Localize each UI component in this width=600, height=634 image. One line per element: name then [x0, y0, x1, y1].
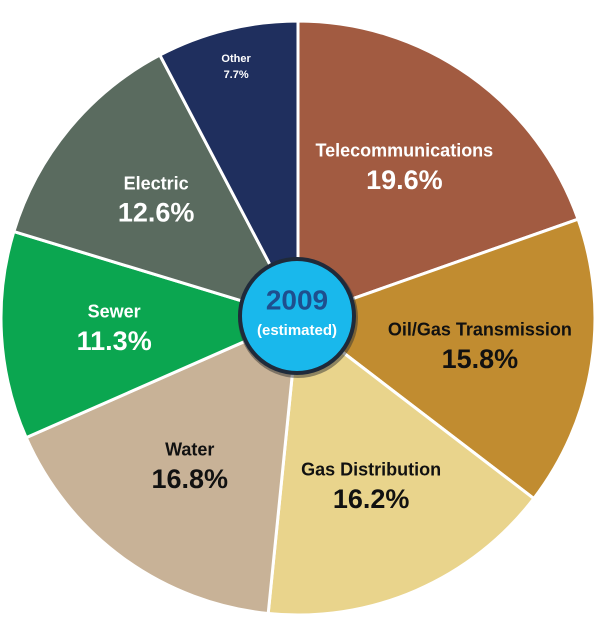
- slice: [24, 315, 300, 616]
- slice-value: 7.7%: [224, 69, 249, 81]
- slice-value: 11.3%: [77, 326, 152, 356]
- slice: [157, 19, 300, 319]
- slice: [0, 229, 303, 440]
- slice-name: Other: [221, 53, 251, 65]
- slice: [11, 53, 301, 321]
- slice-value: 12.6%: [118, 198, 195, 228]
- slice: [294, 217, 597, 501]
- slice-name: Telecommunications: [315, 140, 493, 160]
- slice-name: Oil/Gas Transmission: [388, 320, 572, 340]
- slice-name: Electric: [124, 173, 189, 193]
- slice-value: 19.6%: [366, 165, 443, 195]
- center-circle: [238, 257, 356, 375]
- slice-name: Water: [165, 440, 214, 460]
- slice-value: 16.2%: [333, 484, 410, 514]
- slice-name: Gas Distribution: [301, 460, 441, 480]
- slice: [266, 315, 536, 617]
- slice-name: Sewer: [88, 302, 141, 322]
- slice-value: 16.8%: [151, 464, 228, 494]
- center-subtitle: (estimated): [257, 322, 337, 339]
- slice-value: 15.8%: [442, 344, 519, 374]
- center-title: 2009: [266, 284, 328, 315]
